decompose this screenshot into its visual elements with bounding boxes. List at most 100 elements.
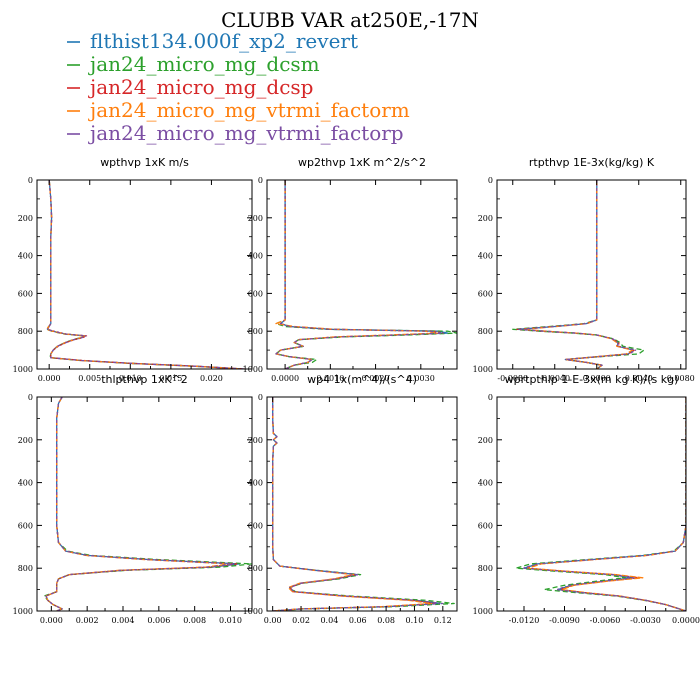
x-tick-label: 0.0030 xyxy=(407,374,435,383)
panel-title: wp2thvp 1xK m^2/s^2 xyxy=(298,156,426,169)
x-tick-label: 0.004 xyxy=(112,616,135,625)
legend-label: jan24_micro_mg_dcsm xyxy=(88,52,320,76)
legend-label: jan24_micro_mg_vtrmi_factorp xyxy=(88,121,404,145)
x-tick-label: 0.04 xyxy=(320,616,338,625)
legend-item: jan24_micro_mg_vtrmi_factorp xyxy=(67,121,404,145)
y-tick-label: 800 xyxy=(478,564,493,573)
panel-3: rtpthvp 1E-3x(kg/kg) K02004006008001000-… xyxy=(473,156,695,383)
series-line xyxy=(272,397,433,611)
x-tick-label: 0.006 xyxy=(147,616,170,625)
y-tick-label: 0 xyxy=(258,393,263,402)
y-tick-label: 200 xyxy=(478,436,493,445)
legend-label: flthist134.000f_xp2_revert xyxy=(90,29,358,53)
x-tick-label: 0.0020 xyxy=(362,374,390,383)
series-line xyxy=(515,397,686,611)
series-line xyxy=(272,397,444,611)
y-tick-label: 600 xyxy=(248,289,263,298)
series-line xyxy=(522,180,634,369)
series-line xyxy=(275,180,445,369)
x-tick-label: 0.020 xyxy=(200,374,223,383)
series-line xyxy=(272,397,441,611)
y-tick-label: 0 xyxy=(258,176,263,185)
panel-title: wprtpthlp 1-E-3x(m kg K)/(s kg) xyxy=(505,373,679,386)
x-tick-label: 0.002 xyxy=(76,616,99,625)
y-tick-label: 600 xyxy=(478,289,493,298)
x-tick-label: 0.000 xyxy=(38,374,61,383)
series-line xyxy=(46,180,244,369)
y-tick-label: 1000 xyxy=(473,607,493,616)
y-tick-label: 0 xyxy=(28,176,33,185)
x-tick-label: -0.0060 xyxy=(590,616,621,625)
x-tick-label: 0.02 xyxy=(292,616,310,625)
x-tick-label: 0.0040 xyxy=(625,374,653,383)
plot-frame xyxy=(496,396,687,612)
y-tick-label: 1000 xyxy=(473,365,493,374)
legend-item: jan24_micro_mg_dcsp xyxy=(67,75,313,99)
panel-2: wp2thvp 1xK m^2/s^2 0 200 400 600 800 1000 0.00… xyxy=(243,156,458,383)
y-tick-label: 800 xyxy=(248,327,263,336)
series-line xyxy=(275,180,449,369)
x-tick-label: 0.12 xyxy=(434,616,452,625)
y-tick-label: 1000 xyxy=(13,607,33,616)
y-tick-label: 0 xyxy=(488,393,493,402)
y-tick-label: 200 xyxy=(248,436,263,445)
y-tick-label: 0 xyxy=(488,176,493,185)
x-tick-label: -0.0120 xyxy=(509,616,540,625)
y-tick-label: 800 xyxy=(478,327,493,336)
panel-6: wprtpthlp 1-E-3x(m kg K)/(s kg) 0 200 400 60… xyxy=(473,373,700,625)
y-tick-label: 400 xyxy=(248,252,263,261)
legend-item: flthist134.000f_xp2_revert xyxy=(67,29,358,53)
x-tick-label: 0.010 xyxy=(219,616,242,625)
series-line xyxy=(46,180,244,369)
x-tick-label: 0.015 xyxy=(159,374,182,383)
y-tick-label: 600 xyxy=(18,289,33,298)
series-line xyxy=(518,180,637,369)
panel-title: thlpthvp 1xK^2 xyxy=(101,373,188,386)
y-tick-label: 200 xyxy=(18,436,33,445)
x-tick-label: -0.0030 xyxy=(630,616,661,625)
series-line xyxy=(275,180,440,369)
y-tick-label: 1000 xyxy=(13,365,33,374)
y-tick-label: 400 xyxy=(248,479,263,488)
x-tick-label: 0.005 xyxy=(78,374,101,383)
series-line xyxy=(512,180,645,369)
series-line xyxy=(516,180,636,369)
series-line xyxy=(272,397,455,611)
y-tick-label: 400 xyxy=(478,252,493,261)
x-tick-label: 0.0010 xyxy=(316,374,344,383)
x-tick-label: 0.0000 xyxy=(583,374,611,383)
series-line xyxy=(43,397,252,611)
series-line xyxy=(527,397,686,611)
series-line xyxy=(46,180,244,369)
x-tick-label: 0.0000 xyxy=(271,374,299,383)
y-tick-label: 600 xyxy=(478,521,493,530)
x-tick-label: 0.0080 xyxy=(667,374,695,383)
legend-label: jan24_micro_mg_dcsp xyxy=(88,75,313,99)
y-tick-label: 200 xyxy=(478,214,493,223)
y-tick-label: 400 xyxy=(18,252,33,261)
x-tick-label: 0.08 xyxy=(377,616,395,625)
legend-item: jan24_micro_mg_vtrmi_factorm xyxy=(67,98,410,122)
series-line xyxy=(272,397,437,611)
series-line xyxy=(45,397,232,611)
y-tick-label: 1000 xyxy=(243,607,263,616)
series-line xyxy=(45,397,241,611)
series-line xyxy=(45,397,235,611)
x-tick-label: 0.008 xyxy=(183,616,206,625)
panel-4: thlpthvp 1xK^2 0 200 400 600 800 1000 0.000 0.00… xyxy=(13,373,253,625)
x-tick-label: 0.000 xyxy=(40,616,63,625)
x-tick-label: -0.0080 xyxy=(497,374,528,383)
figure-title: CLUBB VAR at250E,-17N xyxy=(221,8,479,32)
y-tick-label: 200 xyxy=(18,214,33,223)
series-line xyxy=(45,397,239,611)
series-line xyxy=(46,180,245,369)
y-tick-label: 0 xyxy=(28,393,33,402)
y-tick-label: 800 xyxy=(18,327,33,336)
y-tick-label: 600 xyxy=(248,521,263,530)
x-tick-label: 0.00 xyxy=(264,616,282,625)
series-line xyxy=(275,180,445,369)
legend-label: jan24_micro_mg_vtrmi_factorm xyxy=(88,98,410,122)
